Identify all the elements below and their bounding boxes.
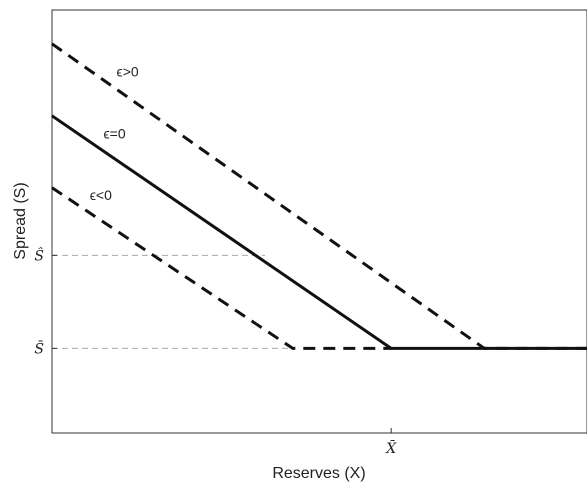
series-line-2: [51, 186, 392, 350]
series-annotation-0: ϵ>0: [117, 63, 139, 79]
plot-frame: [51, 9, 587, 434]
y-tick-label-0: Ŝ: [34, 246, 44, 264]
series-annotation-1: ϵ=0: [103, 125, 125, 141]
series-line-0: [51, 42, 587, 350]
x-tick-label-0: X̄: [385, 439, 397, 457]
series-annotation-2: ϵ<0: [90, 187, 112, 203]
y-tick-label-1: S̄: [34, 340, 44, 358]
y-axis-label: Spread (S): [12, 182, 29, 259]
x-axis-label: Reserves (X): [272, 465, 365, 482]
